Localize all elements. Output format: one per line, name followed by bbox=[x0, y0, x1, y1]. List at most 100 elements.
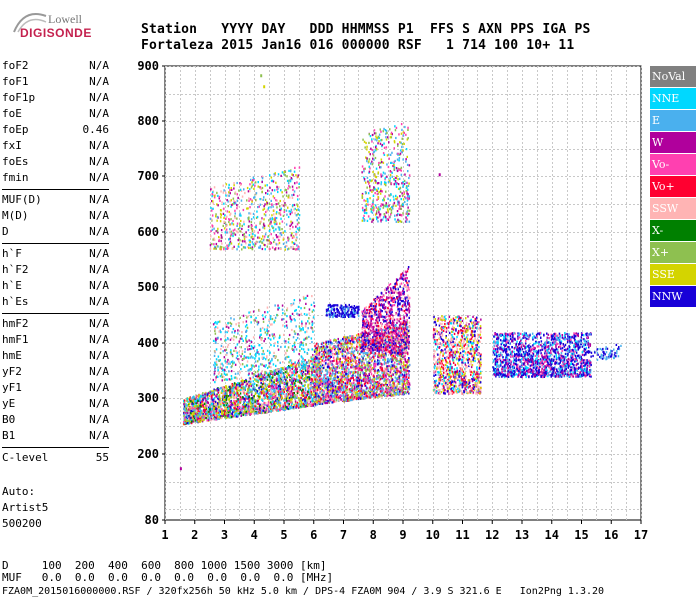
echo-point bbox=[190, 401, 193, 404]
echo-point bbox=[352, 389, 354, 392]
echo-point bbox=[292, 392, 295, 395]
echo-point bbox=[349, 399, 352, 402]
param-separator bbox=[2, 189, 109, 190]
echo-point bbox=[321, 367, 324, 370]
echo-point bbox=[215, 395, 217, 398]
echo-point bbox=[215, 341, 217, 344]
echo-point bbox=[197, 420, 200, 423]
echo-point bbox=[298, 364, 300, 367]
echo-point bbox=[385, 362, 387, 365]
echo-point bbox=[289, 386, 291, 389]
echo-point bbox=[243, 387, 245, 390]
echo-point bbox=[307, 348, 310, 351]
echo-point bbox=[391, 333, 394, 336]
echo-point bbox=[227, 389, 229, 392]
param-name: h`E bbox=[2, 279, 22, 292]
echo-point bbox=[343, 390, 345, 393]
echo-point bbox=[189, 406, 191, 409]
echo-point bbox=[245, 335, 248, 338]
echo-point bbox=[336, 367, 338, 370]
echo-point bbox=[356, 382, 358, 386]
echo-point bbox=[230, 387, 232, 390]
echo-point bbox=[353, 396, 355, 399]
echo-point bbox=[308, 397, 310, 400]
echo-point bbox=[261, 398, 263, 402]
echo-point bbox=[226, 403, 228, 406]
echo-point bbox=[275, 405, 278, 408]
echo-point bbox=[223, 375, 225, 378]
echo-point bbox=[316, 349, 318, 352]
echo-point bbox=[309, 400, 312, 403]
echo-point bbox=[242, 411, 244, 414]
echo-point bbox=[217, 372, 220, 375]
echo-point bbox=[265, 409, 267, 412]
echo-point bbox=[293, 299, 296, 302]
echo-point bbox=[311, 370, 313, 374]
echo-point bbox=[390, 354, 392, 357]
echo-point bbox=[252, 364, 254, 367]
echo-point bbox=[211, 403, 213, 406]
echo-point bbox=[227, 412, 229, 415]
echo-point bbox=[217, 409, 219, 412]
echo-point bbox=[350, 398, 353, 401]
echo-point bbox=[297, 385, 300, 388]
echo-point bbox=[325, 383, 327, 386]
echo-point bbox=[347, 394, 350, 397]
echo-point bbox=[213, 403, 216, 406]
echo-point bbox=[398, 378, 401, 381]
echo-point bbox=[265, 387, 268, 390]
echo-point bbox=[308, 372, 311, 375]
echo-point bbox=[294, 361, 296, 364]
echo-point bbox=[269, 380, 271, 383]
echo-point bbox=[307, 327, 309, 330]
echo-point bbox=[250, 380, 252, 383]
echo-point bbox=[257, 321, 260, 324]
echo-point bbox=[271, 394, 274, 397]
echo-point bbox=[291, 385, 293, 389]
echo-point bbox=[293, 343, 296, 346]
echo-point bbox=[243, 410, 246, 413]
echo-point bbox=[365, 387, 368, 390]
echo-point bbox=[300, 328, 303, 331]
echo-point bbox=[310, 385, 312, 388]
echo-point bbox=[201, 402, 204, 405]
echo-point bbox=[261, 363, 263, 366]
echo-point bbox=[267, 403, 269, 406]
echo-point bbox=[237, 406, 240, 409]
echo-point bbox=[272, 391, 274, 394]
echo-point bbox=[286, 407, 289, 410]
echo-point bbox=[274, 397, 276, 400]
echo-point bbox=[214, 361, 216, 364]
echo-point bbox=[296, 312, 298, 315]
echo-point bbox=[321, 347, 323, 350]
echo-point bbox=[384, 368, 387, 371]
echo-point bbox=[305, 374, 307, 377]
echo-point bbox=[284, 395, 286, 398]
echo-point bbox=[240, 346, 242, 349]
echo-point bbox=[314, 368, 316, 371]
echo-point bbox=[371, 379, 373, 382]
echo-point bbox=[196, 405, 199, 408]
echo-point bbox=[215, 321, 217, 324]
echo-point bbox=[245, 397, 247, 400]
echo-point bbox=[402, 376, 404, 379]
echo-point bbox=[194, 419, 197, 422]
echo-point bbox=[360, 355, 363, 358]
echo-point bbox=[249, 348, 251, 351]
echo-point bbox=[404, 357, 406, 360]
echo-point bbox=[200, 394, 202, 397]
echo-point bbox=[210, 413, 212, 416]
echo-point bbox=[340, 339, 342, 342]
echo-point bbox=[203, 418, 205, 421]
echo-point bbox=[218, 320, 221, 323]
echo-point bbox=[261, 337, 263, 340]
echo-point bbox=[228, 406, 230, 409]
echo-point bbox=[231, 377, 233, 380]
echo-point bbox=[207, 412, 210, 416]
echo-point bbox=[223, 389, 225, 392]
echo-point bbox=[385, 338, 387, 341]
echo-point bbox=[302, 370, 305, 374]
echo-point bbox=[262, 374, 264, 377]
param-row: foEs N/A bbox=[2, 154, 109, 170]
echo-point bbox=[228, 409, 231, 412]
